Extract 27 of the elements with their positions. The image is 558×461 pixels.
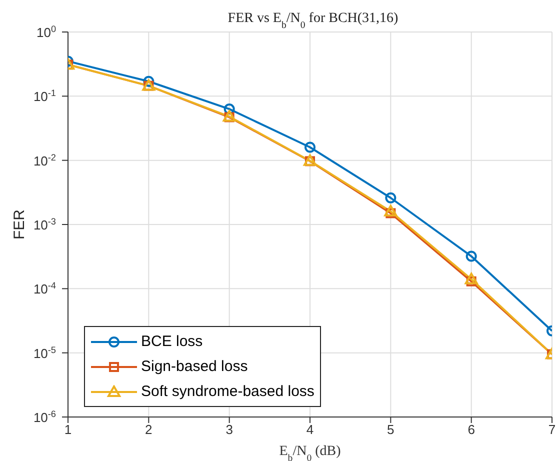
point bbox=[384, 204, 398, 216]
legend-label: BCE loss bbox=[141, 333, 203, 350]
y-tick-label: 10$^{-6}$ bbox=[33, 409, 56, 425]
point bbox=[304, 142, 316, 153]
x-tick-label: 4 bbox=[306, 422, 314, 438]
legend-label: Soft syndrome-based loss bbox=[141, 383, 314, 400]
x-axis-title: E$_{b}$/N$_{0}$ (dB) bbox=[279, 444, 342, 461]
y-tick-label: 10$^{-2}$ bbox=[33, 152, 56, 168]
y-axis-title: FER bbox=[11, 209, 28, 240]
point bbox=[464, 272, 478, 284]
y-tick-label: 10$^{0}$ bbox=[36, 24, 56, 40]
x-tick-label: 6 bbox=[468, 422, 475, 438]
point bbox=[224, 104, 235, 115]
point bbox=[466, 250, 477, 262]
y-tick-label: 10$^{-5}$ bbox=[33, 344, 56, 361]
y-tick-label: 10$^{-4}$ bbox=[33, 280, 56, 297]
x-tick-label: 2 bbox=[145, 422, 152, 438]
legend-label: Sign-based loss bbox=[141, 358, 248, 375]
point bbox=[143, 76, 154, 87]
point bbox=[385, 192, 396, 204]
y-tick-label: 10$^{-1}$ bbox=[33, 88, 56, 104]
y-tick-label: 10$^{-3}$ bbox=[33, 216, 56, 232]
chart-title: FER vs E$_{b}$/N$_{0}$ for BCH(31,16) bbox=[228, 11, 399, 30]
x-tick-label: 3 bbox=[226, 422, 233, 438]
x-tick-label: 1 bbox=[64, 422, 72, 438]
x-tick-label: 7 bbox=[548, 422, 556, 438]
x-tick-label: 5 bbox=[387, 422, 394, 438]
